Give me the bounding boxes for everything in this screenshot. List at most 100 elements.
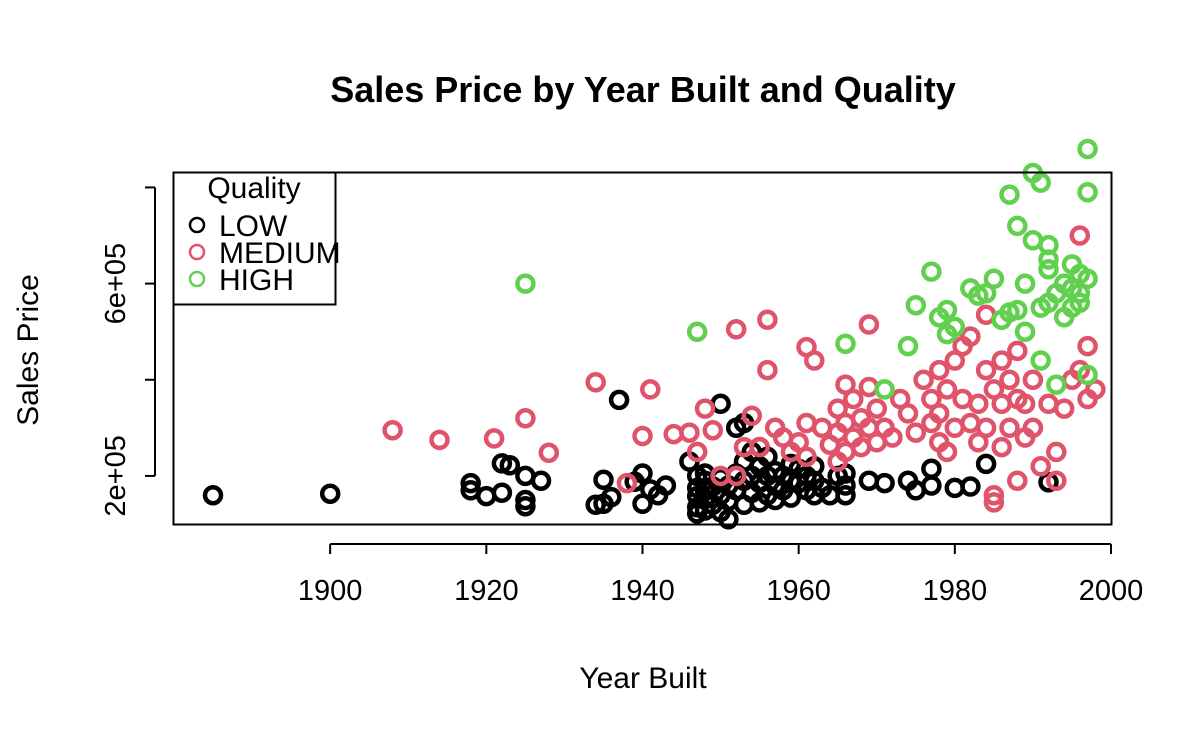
point-high-42 xyxy=(1077,181,1098,203)
point-high-21 xyxy=(1014,273,1036,294)
point-low-79 xyxy=(835,475,856,496)
legend-label-low: LOW xyxy=(219,210,288,243)
point-medium-74 xyxy=(991,350,1012,371)
point-high-40 xyxy=(1069,292,1091,314)
point-medium-66 xyxy=(968,393,989,415)
point-low-85 xyxy=(921,458,942,479)
legend-title: Quality xyxy=(207,172,300,205)
y-tick-label-200000: 2e+05 xyxy=(100,435,132,516)
y-tick-label-600000: 6e+05 xyxy=(100,243,132,324)
point-medium-48 xyxy=(882,427,903,448)
point-medium-28 xyxy=(796,446,817,467)
point-high-43 xyxy=(1077,268,1098,290)
point-medium-16 xyxy=(725,465,747,487)
point-medium-86 xyxy=(1030,456,1051,477)
point-medium-92 xyxy=(1069,225,1091,246)
point-medium-90 xyxy=(1053,398,1075,419)
point-medium-50 xyxy=(897,403,919,424)
point-medium-10 xyxy=(679,422,700,443)
point-medium-64 xyxy=(960,326,981,347)
point-low-1 xyxy=(319,483,341,504)
point-low-15 xyxy=(601,486,622,508)
point-medium-69 xyxy=(975,359,997,381)
point-medium-5 xyxy=(585,371,606,393)
x-axis-label: Year Built xyxy=(579,662,707,695)
x-tick-label-1960: 1960 xyxy=(766,575,831,607)
point-high-5 xyxy=(905,294,927,316)
point-high-0 xyxy=(515,273,536,294)
point-medium-76 xyxy=(991,436,1012,458)
point-high-28 xyxy=(1038,249,1059,270)
point-high-41 xyxy=(1077,138,1098,160)
point-low-5 xyxy=(491,482,513,503)
point-low-89 xyxy=(975,453,997,475)
point-high-6 xyxy=(921,261,942,282)
point-low-16 xyxy=(608,389,630,411)
point-medium-51 xyxy=(905,422,927,443)
y-axis-label: Sales Price xyxy=(12,274,45,426)
point-medium-84 xyxy=(1022,369,1044,391)
point-high-3 xyxy=(874,379,895,400)
point-high-18 xyxy=(1007,299,1028,321)
point-low-2 xyxy=(460,472,481,494)
point-low-86 xyxy=(921,475,942,496)
point-medium-19 xyxy=(749,436,770,458)
point-medium-4 xyxy=(538,442,560,464)
legend-label-medium: MEDIUM xyxy=(219,237,341,270)
point-medium-2 xyxy=(483,428,505,449)
point-high-25 xyxy=(1030,350,1051,371)
point-low-88 xyxy=(960,476,981,497)
point-medium-12 xyxy=(694,398,716,419)
point-high-32 xyxy=(1046,374,1067,395)
point-medium-43 xyxy=(858,376,880,398)
point-low-0 xyxy=(202,484,224,506)
point-medium-59 xyxy=(936,441,958,463)
point-medium-7 xyxy=(632,425,653,447)
point-low-11 xyxy=(530,470,552,491)
point-medium-55 xyxy=(928,359,950,381)
legend-marker-high xyxy=(188,270,206,288)
point-medium-89 xyxy=(1046,470,1067,491)
point-medium-18 xyxy=(741,405,763,427)
point-medium-1 xyxy=(429,429,450,451)
point-medium-56 xyxy=(928,403,950,424)
point-low-18 xyxy=(632,463,653,484)
point-low-22 xyxy=(655,475,677,496)
point-medium-77 xyxy=(999,369,1020,391)
legend-label-high: HIGH xyxy=(219,264,294,297)
x-tick-label-1940: 1940 xyxy=(610,575,675,607)
points-layer xyxy=(202,138,1106,530)
point-low-80 xyxy=(835,484,856,506)
point-medium-88 xyxy=(1046,441,1067,463)
point-medium-79 xyxy=(1007,340,1028,362)
point-low-81 xyxy=(858,470,880,491)
point-medium-15 xyxy=(725,319,747,340)
plot-frame xyxy=(172,171,1113,526)
point-high-9 xyxy=(936,299,958,321)
point-high-24 xyxy=(1030,172,1051,193)
point-high-4 xyxy=(897,335,919,357)
point-medium-85 xyxy=(1022,417,1044,439)
point-high-2 xyxy=(835,333,856,354)
point-medium-72 xyxy=(983,484,1005,506)
x-tick-label-1920: 1920 xyxy=(454,575,519,607)
point-medium-29 xyxy=(804,350,825,371)
point-high-1 xyxy=(686,321,708,342)
point-high-19 xyxy=(1007,215,1028,237)
point-high-29 xyxy=(1038,258,1059,280)
point-low-82 xyxy=(874,472,895,494)
point-medium-42 xyxy=(858,314,880,335)
point-low-10 xyxy=(515,495,536,517)
point-medium-52 xyxy=(913,369,934,391)
point-low-12 xyxy=(585,494,606,516)
point-medium-13 xyxy=(702,419,724,441)
point-medium-38 xyxy=(843,388,864,410)
point-medium-58 xyxy=(936,379,958,400)
point-medium-20 xyxy=(757,309,778,330)
point-medium-45 xyxy=(866,398,888,419)
point-medium-73 xyxy=(983,492,1005,513)
point-high-16 xyxy=(999,184,1020,205)
